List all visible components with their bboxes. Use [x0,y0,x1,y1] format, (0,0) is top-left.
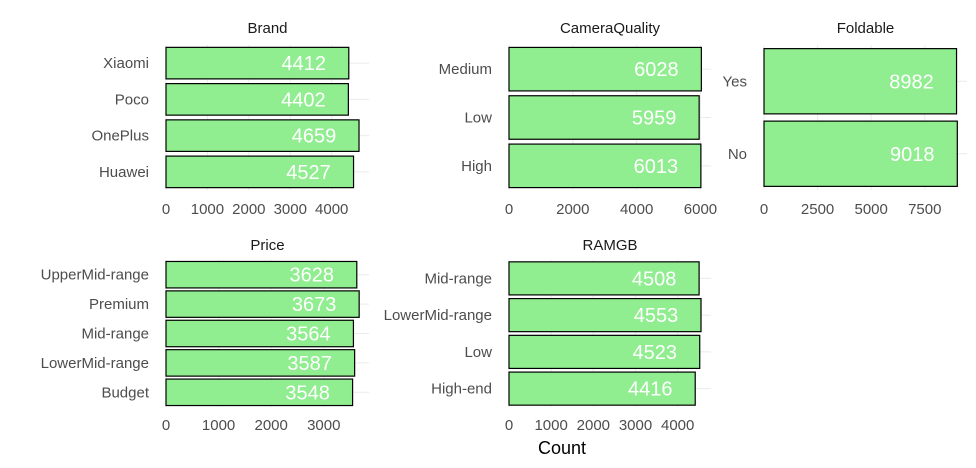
category-label: Mid-range [424,270,492,287]
bar [165,155,355,189]
x-tick-label: 0 [760,201,768,218]
x-axis-label: Count [538,438,586,458]
bar [508,297,702,333]
category-label: Premium [89,296,149,313]
data-label: 3587 [287,353,332,375]
bar [508,334,701,370]
panel-ramgb: RAMGB Mid-range 4508 LowerMid-range 4553 Low 4… [384,237,711,434]
bar [165,319,355,348]
x-tick-label: 3000 [307,417,340,434]
panel-title: Brand [247,20,287,37]
data-label: 3548 [285,382,330,404]
bar [165,378,354,407]
panel-title: Foldable [837,20,895,37]
category-label: Low [464,344,492,361]
category-label: Low [464,110,492,127]
panel-title: RAMGB [582,237,637,254]
data-label: 9018 [890,144,935,166]
panel-title: Price [250,237,284,254]
data-label: 6028 [634,59,679,81]
x-tick-label: 2000 [254,417,287,434]
panel-cameraquality: CameraQuality Medium 6028 Low 5959 High 6013 0 2… [439,20,718,218]
category-label: Yes [723,73,747,90]
x-tick-label: 1000 [534,417,567,434]
data-label: 4527 [286,162,331,184]
panel-foldable: Foldable Yes 8982 No 9018 0 2500 5000 7500 [723,20,967,218]
data-label: 8982 [889,71,934,93]
x-tick-label: 3000 [619,417,652,434]
category-label: No [728,146,747,163]
category-label: LowerMid-range [41,355,149,372]
x-tick-label: 0 [162,201,170,218]
x-tick-label: 4000 [315,201,348,218]
bar [165,349,356,377]
x-tick-label: 3000 [274,201,307,218]
bar [165,290,360,318]
data-label: 3564 [286,324,331,346]
bar [508,143,702,189]
bar [508,95,700,140]
data-label: 4402 [281,89,326,111]
x-tick-label: 4000 [620,201,653,218]
data-label: 4523 [632,342,677,364]
bar [165,83,349,116]
bar [763,48,958,115]
category-label: OnePlus [91,128,149,145]
x-tick-label: 0 [505,417,513,434]
bar [763,120,958,187]
x-tick-label: 0 [505,201,513,218]
category-label: Medium [439,61,492,78]
x-tick-label: 1000 [202,417,235,434]
x-tick-label: 2500 [801,201,834,218]
data-label: 4508 [632,268,677,290]
bar [165,46,350,80]
data-label: 4659 [292,126,337,148]
category-label: Huawei [99,164,149,181]
data-label: 4412 [282,53,327,75]
category-label: High [461,158,492,175]
x-tick-label: 1000 [191,201,224,218]
x-tick-label: 7500 [908,201,941,218]
bar [508,371,696,406]
x-tick-label: 5000 [854,201,887,218]
x-tick-label: 4000 [661,417,694,434]
category-label: Xiaomi [103,55,149,72]
category-label: UpperMid-range [41,267,149,284]
bar [165,119,360,152]
data-label: 4416 [628,379,673,401]
category-label: Budget [101,384,149,401]
bar [508,261,700,296]
bar [508,46,702,92]
data-label: 6013 [634,156,679,178]
category-label: Mid-range [81,326,149,343]
x-tick-label: 6000 [684,201,717,218]
data-label: 4553 [634,305,679,327]
x-tick-label: 2000 [577,417,610,434]
panel-title: CameraQuality [560,20,661,37]
bar [165,260,358,289]
category-label: High-end [431,381,492,398]
x-tick-label: 2000 [232,201,265,218]
data-label: 5959 [632,108,677,130]
category-label: Poco [115,91,149,108]
x-tick-label: 2000 [556,201,589,218]
data-label: 3628 [290,265,335,287]
data-label: 3673 [292,294,337,316]
panel-price: Price UpperMid-range 3628 Premium 3673 Mid-ra… [41,237,369,434]
x-tick-label: 0 [162,417,170,434]
category-label: LowerMid-range [384,307,492,324]
panel-brand: Brand Xiaomi 4412 Poco 4402 OnePlus 4659 Huawei… [91,20,369,218]
